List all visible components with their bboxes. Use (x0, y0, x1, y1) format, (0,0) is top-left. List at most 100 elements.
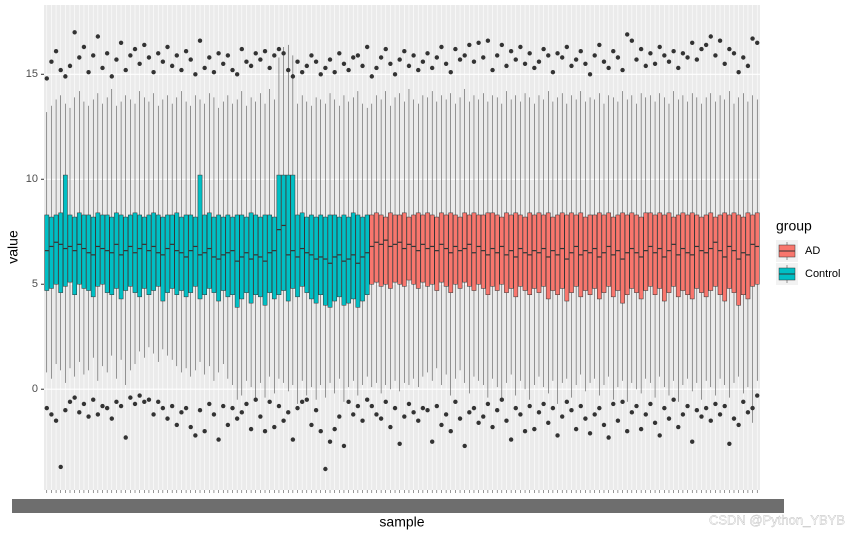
outlier (573, 426, 579, 432)
outlier (346, 67, 351, 73)
box (104, 214, 110, 293)
outlier (453, 399, 458, 405)
box (624, 214, 630, 295)
outlier (276, 46, 282, 52)
outlier (216, 51, 221, 56)
outlier (666, 59, 672, 64)
box (443, 214, 449, 287)
outlier (546, 53, 551, 58)
box (397, 214, 403, 285)
outlier (179, 410, 184, 415)
outlier (476, 420, 481, 426)
legend-label: AD (805, 245, 820, 257)
box (128, 214, 133, 287)
outlier (657, 433, 662, 438)
outlier (606, 65, 611, 71)
outlier (77, 410, 82, 415)
outlier (550, 405, 556, 411)
outlier (244, 401, 249, 407)
box (383, 216, 389, 285)
box (285, 174, 291, 302)
outlier (132, 401, 138, 407)
outlier (755, 40, 760, 45)
outlier (648, 401, 653, 407)
outlier (592, 53, 597, 58)
box (750, 214, 755, 287)
outlier (467, 410, 472, 415)
outlier (703, 405, 709, 411)
outlier (676, 65, 681, 71)
outlier (95, 412, 101, 417)
outlier (156, 399, 161, 405)
outlier (58, 67, 63, 73)
box (58, 212, 64, 293)
box (689, 212, 695, 300)
outlier (290, 437, 296, 442)
outlier (327, 439, 333, 444)
outlier (369, 403, 375, 409)
outlier (717, 412, 723, 417)
outlier (281, 418, 286, 423)
box (597, 212, 602, 300)
outlier (318, 429, 323, 434)
box (360, 216, 365, 302)
outlier (156, 51, 161, 56)
box (197, 174, 203, 300)
box (601, 214, 607, 293)
outlier (680, 412, 686, 417)
outlier (258, 414, 263, 419)
outlier (221, 403, 226, 409)
box (531, 214, 537, 289)
box (439, 212, 444, 283)
outlier (643, 412, 648, 417)
box (583, 216, 588, 291)
box (406, 216, 412, 281)
outlier (406, 401, 412, 407)
box (165, 214, 170, 293)
outlier (425, 408, 430, 413)
box (462, 212, 468, 283)
box (313, 216, 319, 304)
box (248, 212, 254, 304)
y-tick-label: 15 (26, 68, 38, 80)
box (550, 216, 556, 291)
outlier (406, 63, 412, 69)
box (332, 214, 338, 302)
outlier (611, 48, 616, 54)
outlier (299, 399, 305, 405)
outlier (564, 399, 570, 405)
box (717, 214, 723, 295)
outlier (137, 61, 142, 66)
box (592, 214, 598, 289)
outlier (471, 59, 477, 64)
outlier (541, 46, 546, 52)
outlier (364, 44, 370, 50)
outlier (174, 53, 179, 58)
box (355, 214, 361, 308)
outlier (694, 57, 700, 62)
box (327, 214, 333, 308)
outlier (518, 44, 523, 50)
outlier (555, 433, 560, 438)
watermark: CSDN @Python_YBYB (709, 512, 845, 527)
outlier (202, 429, 207, 434)
outlier (318, 72, 323, 77)
outlier (374, 412, 379, 417)
outlier (72, 395, 77, 400)
outlier (485, 401, 491, 407)
outlier (541, 401, 546, 407)
box (499, 216, 505, 285)
legend-label: Control (805, 268, 840, 280)
outlier (369, 74, 375, 79)
outlier (174, 422, 179, 428)
box (666, 212, 672, 293)
box (267, 214, 273, 293)
outlier (508, 48, 514, 54)
outlier (100, 65, 105, 71)
outlier (504, 63, 509, 69)
box (341, 214, 347, 306)
outlier (597, 405, 602, 411)
outlier (323, 65, 328, 71)
outlier (597, 42, 602, 48)
outlier (434, 55, 440, 60)
